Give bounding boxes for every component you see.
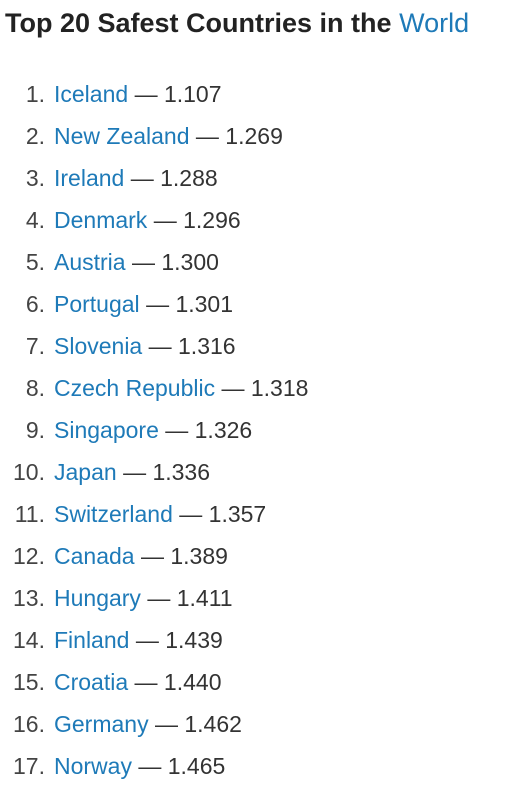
safest-countries-list: 1. Iceland — 1.107 2. New Zealand — 1.269 … xyxy=(0,73,308,787)
country-link[interactable]: Slovenia xyxy=(54,333,143,359)
country-link[interactable]: Ireland xyxy=(54,165,125,191)
list-item: 4. Denmark — 1.296 xyxy=(0,199,308,241)
rank-number: 17. xyxy=(13,753,45,779)
country-link[interactable]: New Zealand xyxy=(54,123,190,149)
peace-score: — 1.300 xyxy=(131,249,219,275)
rank-number: 12. xyxy=(13,543,45,569)
rank-number: 15. xyxy=(13,669,45,695)
list-item: 16. Germany — 1.462 xyxy=(0,703,308,745)
peace-score: — 1.439 xyxy=(135,627,223,653)
country-link[interactable]: Croatia xyxy=(54,669,129,695)
country-link[interactable]: Portugal xyxy=(54,291,140,317)
peace-score: — 1.107 xyxy=(134,81,222,107)
list-item: 8. Czech Republic — 1.318 xyxy=(0,367,309,409)
list-item: 1. Iceland — 1.107 xyxy=(0,73,308,115)
list-item: 7. Slovenia — 1.316 xyxy=(0,325,308,367)
rank-number: 9. xyxy=(25,417,45,443)
list-item: 10. Japan — 1.336 xyxy=(0,451,308,493)
rank-number: 3. xyxy=(25,165,45,191)
peace-score: — 1.288 xyxy=(130,165,218,191)
rank-number: 8. xyxy=(25,375,45,401)
peace-score: — 1.440 xyxy=(134,669,222,695)
country-link[interactable]: Hungary xyxy=(54,585,141,611)
rank-number: 14. xyxy=(13,627,45,653)
rank-number: 10. xyxy=(13,459,45,485)
peace-score: — 1.296 xyxy=(153,207,241,233)
peace-score: — 1.316 xyxy=(148,333,236,359)
rank-number: 6. xyxy=(25,291,45,317)
country-link[interactable]: Norway xyxy=(54,753,132,779)
rank-number: 13. xyxy=(13,585,45,611)
peace-score: — 1.462 xyxy=(154,711,242,737)
list-item: 17. Norway — 1.465 xyxy=(0,745,308,787)
country-link[interactable]: Switzerland xyxy=(54,501,173,527)
list-item: 14. Finland — 1.439 xyxy=(0,619,308,661)
rank-number: 4. xyxy=(25,207,45,233)
rank-number: 2. xyxy=(25,123,45,149)
list-item: 5. Austria — 1.300 xyxy=(0,241,308,283)
page-title-text: Top 20 Safest Countries in the xyxy=(5,8,392,38)
peace-score: — 1.301 xyxy=(146,291,234,317)
country-link[interactable]: Japan xyxy=(54,459,117,485)
peace-score: — 1.465 xyxy=(138,753,226,779)
list-item: 9. Singapore — 1.326 xyxy=(0,409,308,451)
list-item: 15. Croatia — 1.440 xyxy=(0,661,308,703)
rank-number: 1. xyxy=(25,81,45,107)
peace-score: — 1.318 xyxy=(221,375,309,401)
rank-number: 16. xyxy=(13,711,45,737)
list-item: 3. Ireland — 1.288 xyxy=(0,157,308,199)
rank-number: 11. xyxy=(14,501,45,527)
country-link[interactable]: Canada xyxy=(54,543,135,569)
list-item: 11. Switzerland — 1.357 xyxy=(0,493,308,535)
country-link[interactable]: Austria xyxy=(54,249,126,275)
peace-score: — 1.357 xyxy=(179,501,267,527)
world-link[interactable]: World xyxy=(399,8,470,38)
country-link[interactable]: Germany xyxy=(54,711,149,737)
list-item: 12. Canada — 1.389 xyxy=(0,535,308,577)
page-title: Top 20 Safest Countries in the World xyxy=(5,3,469,43)
list-item: 2. New Zealand — 1.269 xyxy=(0,115,308,157)
rank-number: 7. xyxy=(25,333,45,359)
peace-score: — 1.269 xyxy=(195,123,283,149)
peace-score: — 1.411 xyxy=(147,585,233,611)
list-item: 13. Hungary — 1.411 xyxy=(0,577,308,619)
country-link[interactable]: Finland xyxy=(54,627,130,653)
peace-score: — 1.326 xyxy=(165,417,253,443)
peace-score: — 1.389 xyxy=(140,543,228,569)
list-item: 6. Portugal — 1.301 xyxy=(0,283,308,325)
country-link[interactable]: Czech Republic xyxy=(54,375,216,401)
country-link[interactable]: Singapore xyxy=(54,417,159,443)
country-link[interactable]: Denmark xyxy=(54,207,148,233)
peace-score: — 1.336 xyxy=(123,459,211,485)
rank-number: 5. xyxy=(25,249,45,275)
country-link[interactable]: Iceland xyxy=(54,81,129,107)
